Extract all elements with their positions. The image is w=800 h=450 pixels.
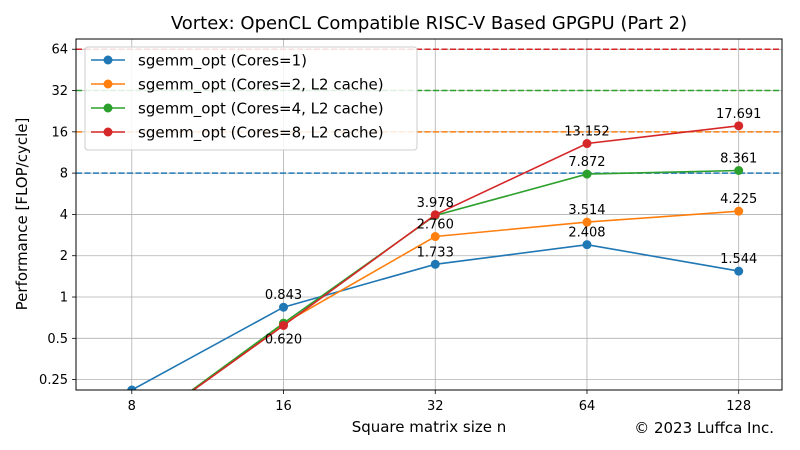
data-point (279, 302, 289, 312)
data-label: 3.978 (417, 196, 454, 211)
data-point (127, 385, 137, 390)
data-label: 0.843 (265, 288, 302, 303)
legend-entry: sgemm_opt (Cores=1) (138, 52, 307, 71)
data-label: 3.514 (568, 203, 605, 218)
y-tick-label: 0.5 (47, 332, 68, 347)
y-tick-label: 1 (60, 291, 68, 306)
data-label: 1.733 (417, 245, 454, 260)
x-tick-label: 128 (726, 399, 751, 414)
x-tick-label: 64 (579, 399, 596, 414)
y-tick-label: 8 (60, 167, 68, 182)
data-label: 13.152 (564, 125, 610, 140)
data-point (734, 165, 744, 175)
data-point (734, 121, 744, 131)
legend-swatch-marker (103, 79, 113, 89)
data-point (582, 139, 592, 149)
y-tick-label: 0.25 (39, 373, 68, 388)
data-point (279, 320, 289, 330)
copyright-notice: © 2023 Luffca Inc. (634, 419, 774, 437)
legend-swatch-marker (103, 127, 113, 137)
data-label: 8.361 (720, 151, 757, 166)
x-tick-label: 32 (427, 399, 444, 414)
legend-entry: sgemm_opt (Cores=2, L2 cache) (138, 76, 384, 95)
chart-title: Vortex: OpenCL Compatible RISC-V Based G… (171, 13, 687, 34)
data-label: 4.225 (720, 192, 757, 207)
y-tick-label: 64 (51, 43, 68, 58)
data-point (582, 217, 592, 227)
legend-swatch-marker (103, 55, 113, 65)
data-point (582, 240, 592, 250)
x-axis-label: Square matrix size n (352, 418, 507, 436)
legend-entry: sgemm_opt (Cores=8, L2 cache) (138, 124, 384, 143)
x-tick-label: 8 (128, 399, 136, 414)
legend-swatch-marker (103, 103, 113, 113)
data-point (430, 259, 440, 269)
data-point (582, 169, 592, 179)
y-tick-label: 2 (60, 249, 68, 264)
peak-lines (76, 48, 782, 174)
data-label: 1.544 (720, 252, 757, 267)
x-tick-label: 16 (275, 399, 292, 414)
x-axis-ticks: 8 16 32 64 128 (128, 390, 751, 414)
data-label: 2.408 (568, 226, 605, 241)
data-point (734, 266, 744, 276)
y-axis-label: Performance [FLOP/cycle] (13, 118, 31, 311)
data-point (430, 232, 440, 242)
y-tick-label: 4 (60, 208, 68, 223)
data-label: 7.872 (568, 155, 605, 170)
data-label: 0.620 (265, 332, 302, 347)
legend: sgemm_opt (Cores=1) sgemm_opt (Cores=2, L… (84, 46, 418, 151)
data-point (430, 210, 440, 220)
y-tick-label: 16 (51, 125, 68, 140)
data-label: 17.691 (716, 107, 762, 122)
series-lines (127, 121, 744, 390)
legend-box (84, 46, 418, 151)
data-labels: 0.843 1.733 2.408 1.544 2.760 3.514 4.225 7.872… (265, 107, 762, 348)
data-label: 2.760 (417, 218, 454, 233)
data-point (734, 206, 744, 216)
y-tick-label: 32 (51, 84, 68, 99)
y-axis-ticks: 0.25 0.5 1 2 4 8 16 32 64 (39, 43, 76, 388)
legend-entry: sgemm_opt (Cores=4, L2 cache) (138, 100, 384, 119)
